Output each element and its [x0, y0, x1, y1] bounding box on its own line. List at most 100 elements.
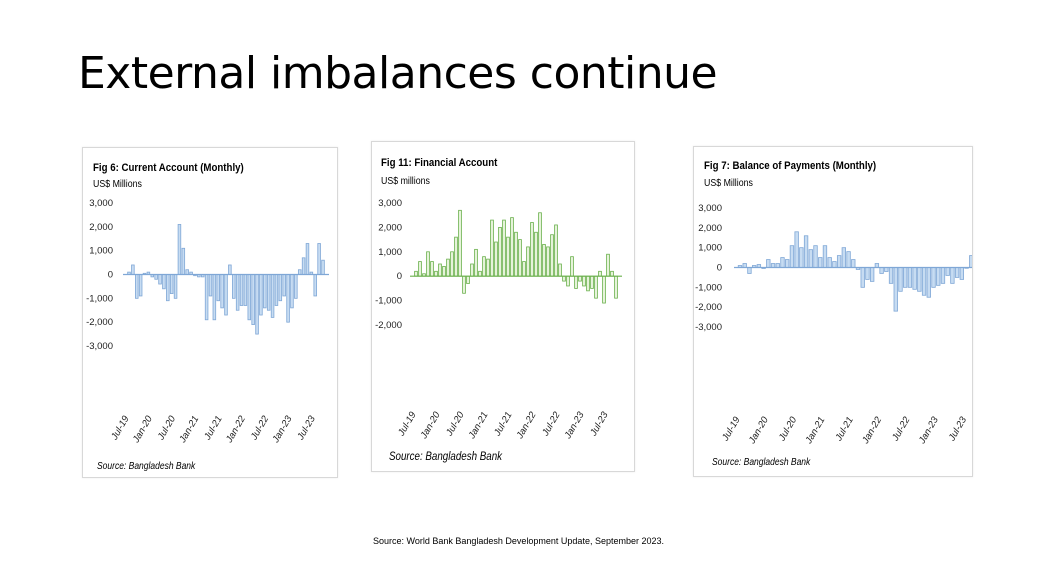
bar: [578, 275, 582, 282]
bar: [818, 257, 823, 268]
bar: [586, 275, 590, 292]
y-tick-label: 1,000: [89, 246, 113, 257]
y-tick-label: 2,000: [378, 222, 402, 233]
y-tick-label: -1,000: [86, 293, 113, 304]
bar: [582, 275, 586, 287]
bar: [274, 274, 279, 306]
bar: [534, 231, 538, 277]
bar: [518, 239, 522, 277]
bar: [418, 261, 422, 277]
x-tick-label: Jul-22: [540, 409, 563, 438]
bar: [239, 274, 244, 306]
x-tick-label: Jan-20: [746, 414, 771, 446]
chart-svg-financial-account: 3,000 2,000 1,000 0 -1,000 -2,000 Jul-19 Jan-20…: [375, 198, 622, 442]
bar: [216, 274, 220, 302]
y-tick-label: -2,000: [375, 320, 402, 331]
bar: [766, 259, 771, 268]
bar: [940, 267, 946, 284]
bar: [212, 274, 217, 321]
bar: [594, 275, 598, 299]
x-tick-label: Jan-22: [860, 414, 885, 446]
bar: [317, 243, 321, 275]
y-tick-label: -1,000: [375, 296, 402, 307]
bar: [799, 247, 804, 268]
bar: [936, 267, 941, 286]
x-tick-label: Jan-22: [223, 413, 248, 445]
chart-source: Source: Bangladesh Bank: [97, 461, 196, 472]
bar: [458, 209, 462, 277]
bar: [442, 266, 446, 277]
bar: [263, 274, 267, 309]
bar: [177, 224, 182, 275]
bar: [822, 245, 828, 268]
y-tick-label: 0: [717, 263, 722, 274]
bar: [747, 267, 752, 274]
bar: [959, 267, 964, 280]
bar: [907, 267, 913, 288]
y-tick-label: -2,000: [86, 317, 113, 328]
bar: [879, 267, 884, 274]
x-tick-label: Jul-23: [946, 414, 969, 443]
bar: [482, 256, 486, 277]
bar: [550, 234, 554, 277]
bar: [846, 251, 851, 268]
x-tick-label: Jan-23: [916, 414, 941, 446]
bar: [530, 222, 534, 277]
x-tick-label: Jul-21: [833, 415, 856, 444]
x-tick-label: Jan-22: [514, 409, 539, 441]
bar: [173, 274, 178, 299]
bar: [926, 267, 931, 298]
bar: [954, 267, 960, 278]
y-tick-label: -2,000: [695, 302, 722, 313]
bar: [181, 247, 186, 275]
chart-svg-current-account: 3,000 2,000 1,000 0 -1,000 -2,000 -3,000 Jul-19…: [86, 198, 329, 446]
bar: [266, 274, 271, 311]
bar: [454, 236, 458, 277]
bar: [785, 259, 790, 268]
chart-panel-financial-account: Fig 11: Financial Account US$ millions 3…: [371, 141, 635, 472]
x-tick-label: Jan-20: [418, 409, 443, 441]
bar: [789, 245, 795, 268]
bar: [917, 267, 922, 292]
x-tick-label: Jul-20: [155, 413, 178, 442]
x-tick-label: Jul-19: [720, 414, 743, 443]
bar: [232, 274, 236, 299]
bar: [893, 267, 898, 312]
bar: [803, 235, 809, 268]
x-tick-label: Jul-21: [492, 410, 515, 439]
y-tick-label: 3,000: [89, 198, 113, 209]
source-note: Source: World Bank Bangladesh Developmen…: [372, 536, 664, 546]
x-tick-label: Jan-23: [562, 409, 587, 441]
chart-title: Fig 7: Balance of Payments (Monthly): [704, 160, 877, 172]
bar: [794, 231, 799, 268]
chart-unit-label: US$ millions: [381, 176, 430, 187]
x-tick-label: Jan-23: [270, 413, 295, 445]
bar: [903, 267, 908, 288]
bar: [286, 274, 290, 323]
bar: [470, 263, 474, 277]
bar: [921, 267, 927, 296]
bar: [598, 270, 602, 277]
bar: [780, 257, 785, 268]
bar: [259, 274, 263, 316]
bar: [514, 231, 518, 277]
slide-title: External imbalances continue: [78, 48, 718, 99]
bar: [869, 267, 875, 282]
bar: [832, 261, 837, 268]
bar: [247, 274, 252, 321]
y-tick-label: -3,000: [86, 341, 113, 352]
bar: [278, 274, 283, 302]
bar: [255, 274, 259, 335]
bar: [446, 258, 450, 277]
y-tick-label: 3,000: [698, 203, 722, 214]
chart-panel-balance-of-payments: Fig 7: Balance of Payments (Monthly) US$…: [693, 146, 973, 477]
bar: [294, 274, 298, 299]
chart-unit-label: US$ Millions: [704, 178, 753, 189]
bar: [297, 269, 302, 275]
bar: [438, 263, 442, 277]
bar: [486, 258, 490, 277]
bar: [290, 274, 294, 309]
bar: [566, 275, 570, 287]
bar: [562, 275, 566, 282]
y-tick-label: 2,000: [89, 222, 113, 233]
